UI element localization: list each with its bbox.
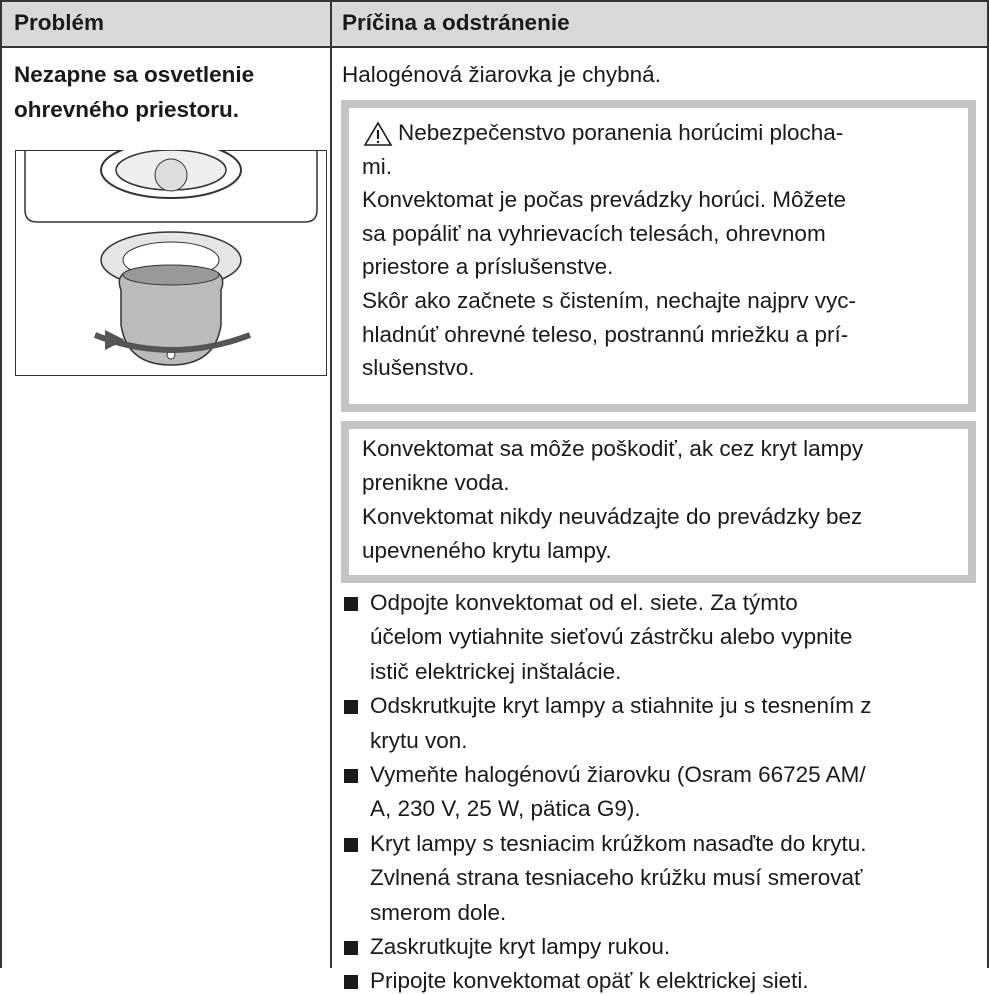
warning-text: Skôr ako začnete s čistením, nechajte na… [362, 288, 856, 313]
bullet [344, 837, 358, 852]
border [987, 0, 989, 968]
border [0, 0, 989, 2]
step-text: A, 230 V, 25 W, pätica G9). [370, 796, 641, 822]
header-cell: Príčina a odstránenie [342, 10, 570, 35]
caution-text: prenikne voda. [362, 470, 510, 495]
caution-box [341, 421, 976, 583]
warning-text: sa popáliť na vyhrievacích telesách, ohr… [362, 220, 826, 246]
warning-box [341, 100, 976, 412]
step-text: Odskrutkujte kryt lampy a stiahnite ju s… [370, 693, 872, 719]
caution-text: Konvektomat sa môže poškodiť, ak cez kry… [362, 436, 864, 461]
step-text: Kryt lampy s tesniacim krúžkom nasaďte d… [370, 830, 867, 856]
warning-icon [363, 121, 393, 146]
step-text: Vymeňte halogénovú žiarovku (Osram 66725… [370, 762, 866, 787]
caution-text: upevneného krytu lampy. [362, 538, 612, 563]
cause: Halogénová žiarovka je chybná. [342, 62, 661, 87]
warning-text: priestore a príslušenstve. [362, 254, 614, 280]
step-text: Odpojte konvektomat od el. siete. Za tým… [370, 590, 798, 615]
step-text: smerom dole. [370, 899, 507, 925]
step-text: Zvlnená strana tesniaceho krúžku musí sm… [370, 865, 863, 891]
caution-text: Konvektomat nikdy neuvádzajte do prevádz… [362, 504, 863, 529]
warning-text: Konvektomat je počas prevádzky horúci. M… [362, 187, 846, 213]
step-text: Pripojte konvektomat opäť k elektrickej … [370, 968, 809, 994]
step-text: Zaskrutkujte kryt lampy rukou. [370, 934, 671, 959]
bullet [344, 769, 358, 783]
header-row [0, 0, 989, 46]
step-text: krytu von. [370, 727, 468, 753]
warning-text: Nebezpečenstvo poranenia horúcimi plocha… [398, 120, 844, 145]
problem-text: ohrevného priestoru. [14, 97, 240, 122]
border [0, 46, 989, 48]
step-text: účelom vytiahnite sieťovú zástrčku alebo… [370, 624, 853, 650]
warning-text: slušenstvo. [362, 355, 475, 381]
lamp-illustration [15, 150, 327, 376]
border [0, 0, 2, 968]
problem-text: Nezapne sa osvetlenie [14, 62, 255, 87]
bullet [344, 597, 358, 611]
bullet [344, 975, 358, 990]
header-cell: Problém [14, 10, 105, 35]
border [330, 0, 332, 968]
warning-text: mi. [362, 153, 392, 179]
warning-text: hladnúť ohrevné teleso, postrannú mriežk… [362, 321, 849, 347]
bullet [344, 941, 358, 955]
step-text: istič elektrickej inštalácie. [370, 658, 622, 684]
bullet [344, 700, 358, 715]
